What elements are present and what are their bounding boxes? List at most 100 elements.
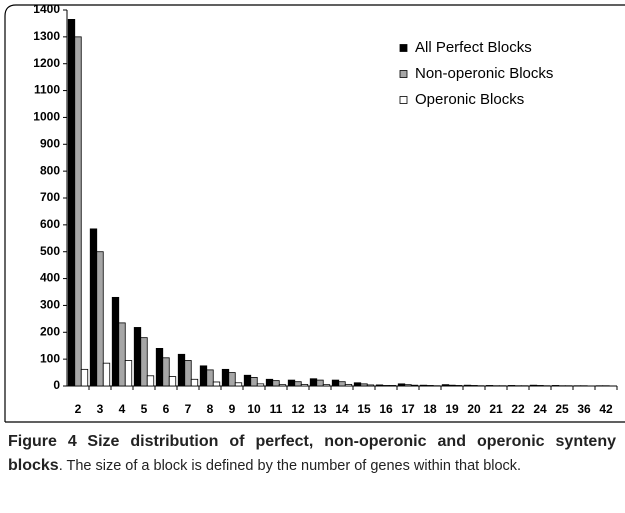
bar — [177, 353, 186, 387]
y-tick-label: 100 — [40, 351, 60, 365]
bar — [190, 378, 199, 387]
chart: 0 100 200 300 400 500 600 700 800 900 1000 1100 1200… — [4, 2, 625, 423]
bar — [300, 383, 309, 387]
x-tick-label: 6 — [163, 402, 170, 416]
legend-label: Non-operonic Blocks — [415, 65, 553, 82]
bar — [322, 384, 331, 387]
bar — [155, 347, 164, 387]
bar — [485, 385, 494, 387]
bar — [184, 360, 192, 387]
bar — [146, 375, 155, 387]
bar — [426, 385, 434, 387]
bar — [353, 382, 362, 387]
y-tick-label: 700 — [40, 190, 60, 204]
bar — [309, 378, 318, 387]
legend-label: Operonic Blocks — [415, 91, 524, 108]
bar — [212, 381, 221, 387]
x-tick-label: 17 — [401, 402, 415, 416]
bar — [206, 369, 214, 387]
bar — [338, 381, 346, 387]
bar — [375, 384, 384, 387]
y-tick-label: 800 — [40, 163, 60, 177]
bar — [234, 382, 243, 387]
x-tick-label: 24 — [533, 402, 547, 416]
x-tick-label: 25 — [555, 402, 569, 416]
x-tick-label: 19 — [445, 402, 459, 416]
legend-swatch — [399, 70, 408, 78]
y-tick-label: 1000 — [33, 110, 60, 124]
x-tick-label: 13 — [313, 402, 327, 416]
x-tick-label: 10 — [247, 402, 261, 416]
bar — [382, 385, 390, 387]
bar — [111, 296, 120, 387]
x-tick-label: 11 — [270, 402, 283, 416]
x-tick-label: 2 — [75, 402, 82, 416]
bar — [133, 327, 142, 387]
y-tick-label: 200 — [40, 324, 60, 338]
bar — [536, 385, 544, 387]
bar — [96, 251, 104, 387]
x-tick-label: 8 — [207, 402, 214, 416]
bar — [419, 384, 428, 387]
bar — [102, 362, 111, 387]
bar — [366, 384, 375, 387]
bar — [74, 36, 82, 387]
y-tick-label: 600 — [40, 217, 60, 231]
bar — [80, 368, 89, 387]
bar — [67, 18, 76, 387]
y-tick-label: 300 — [40, 298, 60, 312]
bar — [454, 385, 463, 387]
legend-swatch — [399, 44, 408, 52]
x-tick-label: 5 — [141, 402, 148, 416]
y-tick-label: 900 — [40, 136, 60, 150]
bar — [250, 377, 258, 387]
bar — [397, 383, 406, 387]
y-tick-label: 500 — [40, 244, 60, 258]
x-tick-label: 22 — [511, 402, 525, 416]
bar — [360, 383, 368, 387]
x-tick-label: 42 — [599, 402, 613, 416]
bar — [199, 365, 208, 387]
bar — [404, 384, 412, 387]
bar — [228, 372, 236, 387]
y-tick-label: 1100 — [34, 83, 60, 97]
x-tick-label: 21 — [489, 402, 503, 416]
x-tick-label: 3 — [97, 402, 104, 416]
bar — [388, 385, 397, 387]
bar — [331, 379, 340, 387]
y-tick-label: 0 — [53, 378, 60, 392]
bar — [410, 384, 419, 387]
x-tick-label: 36 — [577, 402, 591, 416]
bar — [118, 322, 126, 387]
y-tick-label: 400 — [40, 271, 60, 285]
caption-text: . The size of a block is defined by the … — [58, 458, 522, 474]
figure-frame — [4, 4, 625, 423]
bar — [162, 357, 170, 387]
y-tick-label: 1200 — [33, 56, 60, 70]
bar — [278, 384, 287, 387]
bar — [448, 384, 456, 387]
bar — [256, 383, 265, 387]
x-tick-label: 14 — [335, 402, 349, 416]
x-tick-label: 4 — [119, 402, 126, 416]
bar — [463, 384, 472, 387]
bar — [507, 385, 516, 387]
y-tick-label: 1400 — [33, 2, 60, 16]
bar — [140, 337, 148, 387]
legend-label: All Perfect Blocks — [415, 39, 532, 56]
bar — [294, 381, 302, 387]
y-tick-label: 1300 — [33, 29, 60, 43]
bar — [551, 385, 560, 387]
x-tick-label: 9 — [229, 402, 236, 416]
bar — [316, 379, 324, 387]
bar — [89, 228, 98, 387]
bar — [221, 368, 230, 387]
bar — [124, 360, 133, 387]
bar — [470, 385, 478, 387]
x-tick-label: 18 — [423, 402, 437, 416]
bar — [441, 384, 450, 387]
bar — [529, 384, 538, 387]
x-tick-label: 12 — [291, 402, 305, 416]
x-tick-label: 7 — [185, 402, 192, 416]
